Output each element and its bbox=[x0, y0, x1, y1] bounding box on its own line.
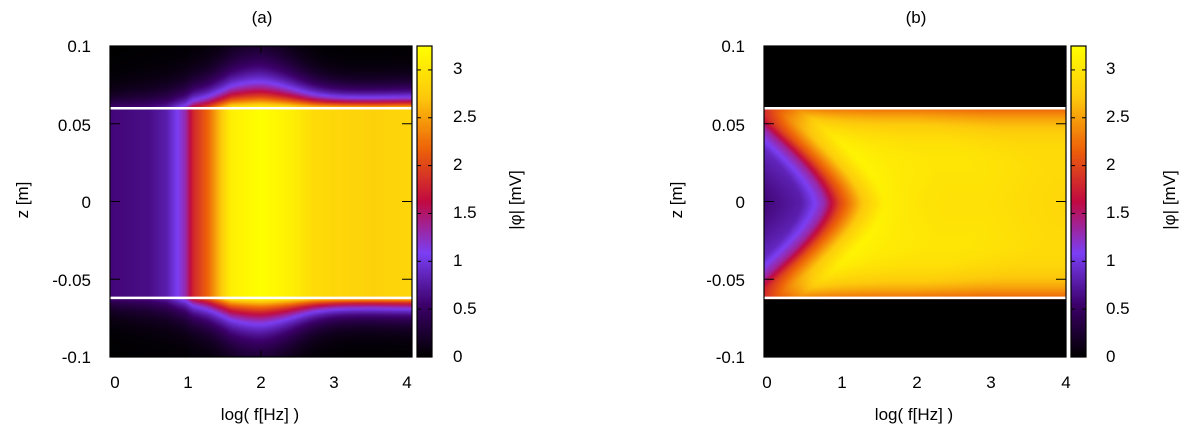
panel-a-colorbar-tick-label-2: 2 bbox=[453, 155, 462, 174]
panel-b-colorbar-tick-label-0: 3 bbox=[1106, 59, 1115, 78]
panel-b: (b) 0 1 2 3 4 0.1 0.05 0 -0.05 -0.1 log(… bbox=[667, 8, 1179, 424]
panel-b-x-ticks bbox=[763, 46, 1067, 357]
panel-a-boundary-lines bbox=[110, 106, 412, 300]
panel-b-y-tick-label-3: -0.05 bbox=[706, 271, 745, 290]
panel-a-colorbar-label: |φ| [mV] bbox=[506, 170, 525, 230]
panel-a-colorbar-tick-label-3: 1.5 bbox=[453, 203, 477, 222]
panel-a-y-tick-label-4: -0.1 bbox=[62, 348, 91, 367]
panel-a-colorbar-tick-label-4: 1 bbox=[453, 251, 462, 270]
panel-a-colorbar-tick-label-5: 0.5 bbox=[453, 299, 477, 318]
panel-b-colorbar-tick-label-2: 2 bbox=[1106, 155, 1115, 174]
panel-b-title: (b) bbox=[906, 8, 927, 27]
panel-a-x-tick-label-3: 3 bbox=[329, 373, 338, 392]
panel-a-y-ticks bbox=[110, 45, 412, 358]
panel-b-y-tick-label-1: 0.05 bbox=[712, 116, 745, 135]
panel-b-x-axis-label: log( f[Hz] ) bbox=[875, 405, 953, 424]
panel-a-y-tick-label-3: -0.05 bbox=[52, 271, 91, 290]
panel-b-colorbar-label: |φ| [mV] bbox=[1160, 170, 1179, 230]
panel-b-x-tick-label-3: 3 bbox=[986, 373, 995, 392]
panel-a-y-axis-label: z [m] bbox=[13, 182, 32, 219]
panel-a-colorbar-frame bbox=[416, 45, 433, 358]
panel-a-x-tick-label-0: 0 bbox=[110, 373, 119, 392]
panel-a-colorbar-ticks bbox=[417, 69, 432, 358]
panel-b-colorbar-tick-label-6: 0 bbox=[1106, 347, 1115, 366]
panel-a: (a) 0 1 2 3 4 0.1 0.05 0 -0.05 -0.1 log(… bbox=[13, 8, 525, 424]
panel-a-y-tick-label-0: 0.1 bbox=[67, 37, 91, 56]
panel-b-colorbar-tick-label-1: 2.5 bbox=[1106, 107, 1130, 126]
panel-a-colorbar-tick-label-1: 2.5 bbox=[453, 107, 477, 126]
panel-b-x-tick-label-1: 1 bbox=[837, 373, 846, 392]
panel-a-x-tick-label-4: 4 bbox=[402, 373, 411, 392]
panel-a-heatmap bbox=[110, 46, 412, 357]
panel-b-colorbar bbox=[1071, 46, 1086, 357]
panel-a-x-tick-label-1: 1 bbox=[183, 373, 192, 392]
panel-b-boundary-lines bbox=[764, 106, 1066, 300]
panel-a-y-tick-label-2: 0 bbox=[82, 193, 91, 212]
panel-b-x-tick-label-0: 0 bbox=[762, 373, 771, 392]
panel-a-x-tick-label-2: 2 bbox=[256, 373, 265, 392]
panel-b-x-tick-label-4: 4 bbox=[1061, 373, 1070, 392]
panel-a-colorbar bbox=[417, 46, 432, 357]
panel-a-colorbar-tick-label-0: 3 bbox=[453, 59, 462, 78]
panel-b-y-ticks bbox=[764, 45, 1066, 358]
panel-b-y-tick-label-0: 0.1 bbox=[721, 37, 745, 56]
panel-b-y-tick-label-4: -0.1 bbox=[716, 348, 745, 367]
panel-b-colorbar-tick-label-4: 1 bbox=[1106, 251, 1115, 270]
panel-a-title: (a) bbox=[252, 8, 273, 27]
panel-b-y-tick-label-2: 0 bbox=[736, 193, 745, 212]
panel-b-y-axis-label: z [m] bbox=[667, 182, 686, 219]
panel-a-colorbar-tick-label-6: 0 bbox=[453, 347, 462, 366]
panel-a-x-ticks bbox=[109, 46, 413, 357]
panel-b-heatmap bbox=[764, 46, 1066, 357]
panel-a-y-tick-label-1: 0.05 bbox=[58, 116, 91, 135]
panel-b-colorbar-tick-label-3: 1.5 bbox=[1106, 203, 1130, 222]
panel-b-x-tick-label-2: 2 bbox=[912, 373, 921, 392]
panel-a-x-axis-label: log( f[Hz] ) bbox=[221, 405, 299, 424]
panel-b-colorbar-tick-label-5: 0.5 bbox=[1106, 299, 1130, 318]
panel-b-colorbar-frame bbox=[1070, 45, 1087, 358]
panel-b-colorbar-ticks bbox=[1071, 69, 1086, 358]
